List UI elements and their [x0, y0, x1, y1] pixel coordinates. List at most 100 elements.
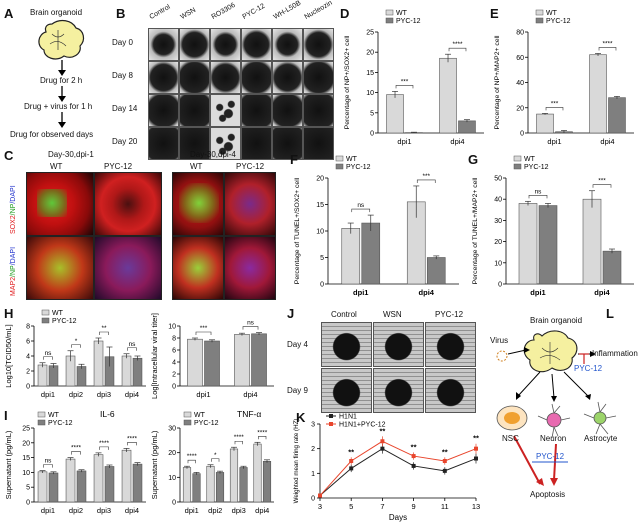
organoid-image	[272, 28, 303, 61]
x-tick-label: 9	[412, 502, 416, 511]
panel-l-inflammation: Inflammation	[592, 349, 638, 358]
mea-electrode-image	[373, 368, 424, 413]
bar-pyc	[104, 466, 115, 503]
legend-label-wt: WT	[48, 412, 60, 419]
organoid-image	[179, 94, 210, 127]
legend-swatch-wt	[41, 309, 50, 316]
mea-electrode-image	[425, 322, 476, 367]
y-axis-label: Supernatant (pg/mL)	[150, 430, 159, 499]
bar-wt	[206, 465, 215, 503]
panel-a-step-1: Drug for 2 h	[40, 76, 83, 85]
x-tick-label: dpi1	[547, 137, 561, 146]
sig-bracket	[395, 85, 414, 89]
legend-label-wt: WT	[524, 156, 536, 163]
sig-label: ns	[45, 350, 53, 357]
x-tick-label: 13	[472, 502, 480, 511]
point-h1n1	[349, 466, 354, 471]
chart-i-il6: 0 5 10 15 20 25 Supernatant (pg/mL) dpi1 ns dpi2 *…	[4, 409, 146, 515]
bar-pyc	[608, 97, 626, 134]
y-tick-label: 2	[26, 369, 30, 376]
legend-marker-h1n1	[329, 414, 333, 418]
bar-pyc	[239, 467, 248, 503]
organoid-image	[148, 127, 179, 160]
y-axis-label: Percentage of TUNEL+/MAP2+ cell	[472, 177, 479, 284]
x-tick-label: dpi4	[125, 390, 139, 399]
micrograph-sox2-wt-dpi1	[26, 172, 94, 236]
sig-bracket	[528, 195, 548, 199]
x-tick-label: 5	[349, 502, 353, 511]
legend-label-pyc: PYC-12	[396, 18, 421, 25]
legend-swatch-wt	[513, 155, 522, 162]
x-tick-label: dpi1	[41, 506, 55, 515]
legend-swatch-wt	[535, 9, 544, 16]
point-h1n1	[474, 456, 478, 461]
panel-c-group-title-2: Day-30,dpi-4	[190, 150, 236, 159]
bar-pyc	[262, 460, 272, 503]
legend-swatch-wt	[37, 411, 46, 418]
micrograph-sox2-pyc-dpi4	[224, 172, 276, 236]
organoid-image	[303, 61, 334, 94]
organoid-image	[241, 28, 272, 61]
sig-label: ***	[422, 173, 430, 180]
sig-bracket	[592, 184, 612, 188]
legend-label-pyc: PYC-12	[52, 318, 77, 325]
bar-wt	[386, 94, 404, 134]
panel-c-col-wt-2: WT	[190, 162, 203, 171]
y-tick-label: 20	[494, 239, 502, 246]
bar-pyc	[215, 472, 225, 503]
sig-label: ***	[551, 100, 559, 107]
panel-l-nsc: NSC	[502, 434, 519, 443]
legend-swatch-pyc	[37, 419, 46, 426]
sig-bracket	[598, 47, 617, 51]
sig-bracket	[187, 459, 196, 464]
x-tick-label: dpi4	[419, 288, 435, 297]
bar-wt	[229, 448, 239, 503]
sig-bracket	[242, 326, 259, 330]
panel-a-step-2: Drug + virus for 1 h	[24, 102, 93, 111]
micrograph-sox2-wt-dpi4	[172, 172, 224, 236]
bar-pyc	[76, 470, 87, 503]
y-tick-label: 40	[494, 197, 502, 204]
organoid-image	[303, 94, 334, 127]
organoid-image	[210, 61, 241, 94]
sig-label: ns	[535, 188, 543, 195]
bar-wt	[582, 198, 602, 285]
label-sox2: SOX2	[10, 215, 17, 234]
panel-b-col-control: Control	[148, 3, 172, 21]
x-tick-label: dpi1	[530, 288, 545, 297]
sig-bracket	[43, 356, 53, 360]
panel-b-row-label: Day 14	[112, 104, 138, 113]
y-tick-label: 5	[320, 255, 324, 262]
sig-bracket	[127, 347, 137, 351]
mea-electrode-image	[373, 322, 424, 367]
bar-pyc	[602, 250, 622, 285]
point-h1n1-pyc	[318, 493, 322, 498]
panel-f-letter: F	[290, 152, 298, 167]
panel-l-pyc-2: PYC-12	[536, 452, 565, 461]
bar-wt	[93, 340, 104, 387]
sig-label: **	[442, 447, 448, 456]
legend-swatch-pyc	[513, 163, 522, 170]
y-axis-label: Percentage of TUNEL+/SOX2+ cell	[294, 177, 301, 284]
point-h1n1	[442, 468, 447, 473]
sig-bracket	[448, 47, 467, 52]
organoid-image	[210, 28, 241, 61]
organoid-image	[303, 127, 334, 160]
sig-bracket	[416, 179, 436, 183]
label-map2: MAP2	[10, 276, 17, 296]
y-tick-label: 25	[22, 426, 30, 433]
panel-l-title: Brain organoid	[530, 316, 583, 325]
sig-label: *	[214, 452, 217, 459]
point-h1n1-pyc	[411, 454, 416, 459]
y-axis-label: Percentage of NP+/MAP2+ cell	[494, 35, 501, 130]
sig-label: ****	[257, 429, 268, 436]
sig-label: ns	[247, 320, 255, 327]
organoid-image	[241, 127, 272, 160]
y-axis-label: Supernatant (pg/mL)	[4, 430, 13, 499]
panel-b-col-wh-l50b: WH-L50B	[272, 0, 303, 21]
legend-swatch-pyc	[335, 163, 344, 170]
panel-g-letter: G	[468, 152, 479, 167]
x-tick-label: dpi2	[69, 390, 83, 399]
y-tick-label: 3	[311, 422, 315, 429]
panel-j-letter: J	[287, 306, 295, 321]
